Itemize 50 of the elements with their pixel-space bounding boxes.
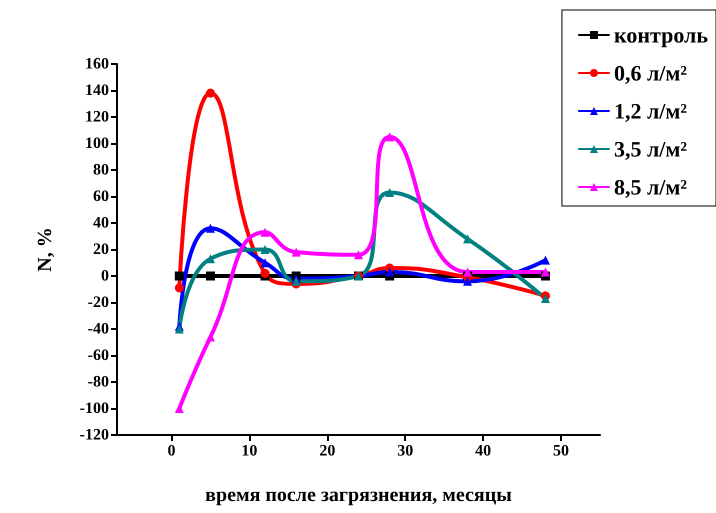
y-tick-label: 80 (93, 162, 109, 178)
point (206, 272, 215, 280)
x-tick-label: 20 (319, 442, 336, 460)
point (206, 88, 215, 98)
legend-label: 3,5 л/м² (614, 136, 688, 162)
point (206, 224, 215, 233)
y-tick-label: -40 (88, 320, 109, 338)
y-axis-title: N, % (34, 227, 56, 272)
x-tick-label: 40 (475, 442, 492, 460)
point (463, 276, 472, 286)
point (292, 248, 301, 257)
y-tick-label: 120 (85, 108, 109, 126)
legend-label: 8,5 л/м² (614, 174, 688, 200)
point (540, 294, 550, 304)
y-tick-label: 160 (85, 56, 109, 72)
point (540, 268, 550, 277)
x-tick-label: 50 (553, 442, 570, 460)
x-tick-label: 30 (397, 442, 414, 460)
y-tick-label: -120 (80, 426, 109, 444)
x-axis-title: время после загрязнения, месяцы (205, 484, 512, 506)
legend-label: контроль (614, 22, 708, 48)
point (385, 188, 394, 198)
y-tick-label: 140 (85, 82, 109, 99)
point (463, 268, 472, 277)
x-tick-label: 10 (241, 442, 258, 460)
point (385, 132, 394, 142)
point (292, 276, 301, 286)
point (540, 256, 550, 265)
legend-label: 0,6 л/м² (614, 60, 688, 86)
y-tick-label: -20 (88, 294, 109, 311)
legend-label: 1,2 л/м² (614, 98, 688, 124)
y-tick-label: 20 (93, 241, 109, 258)
y-tick-label: -100 (80, 400, 109, 417)
y-tick-label: 60 (93, 188, 109, 205)
point (260, 268, 270, 278)
point (206, 332, 215, 342)
y-tick-label: 0 (101, 268, 109, 284)
point (260, 245, 270, 254)
point (174, 404, 184, 413)
y-tick-label: -60 (88, 347, 109, 364)
point (174, 324, 184, 334)
y-tick-label: -80 (88, 374, 109, 390)
x-tick-label: 0 (168, 442, 176, 460)
y-tick-label: 100 (85, 135, 109, 152)
point (385, 268, 394, 277)
point (174, 272, 184, 280)
point (174, 283, 184, 292)
y-tick-label: 40 (93, 214, 109, 232)
point (260, 228, 270, 237)
point (354, 250, 363, 260)
